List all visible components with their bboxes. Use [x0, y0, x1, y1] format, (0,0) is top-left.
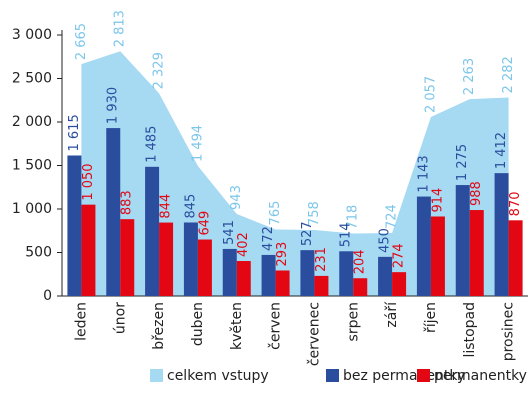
- value-label: 844: [159, 194, 174, 219]
- bar: [508, 220, 523, 296]
- value-label: 765: [268, 201, 283, 226]
- value-label: 649: [197, 211, 212, 236]
- value-label: 883: [120, 190, 135, 215]
- bar: [67, 155, 82, 296]
- value-label: 274: [392, 243, 407, 268]
- y-tick-label: 500: [25, 245, 52, 261]
- bar: [430, 216, 445, 296]
- legend-label: celkem vstupy: [167, 368, 269, 384]
- bar: [159, 222, 174, 296]
- y-tick-label: 1 000: [12, 201, 52, 217]
- value-label: 2 263: [462, 58, 477, 95]
- value-label: 1 930: [106, 87, 121, 124]
- value-label: 724: [385, 204, 400, 229]
- bar: [81, 204, 96, 296]
- legend-swatch: [417, 369, 430, 382]
- value-label: 527: [300, 221, 315, 246]
- x-tick-label: listopad: [462, 302, 478, 357]
- value-label: 204: [353, 249, 368, 274]
- y-tick-label: 1 500: [12, 158, 52, 174]
- value-label: 402: [236, 232, 251, 257]
- x-tick-label: srpen: [345, 302, 361, 341]
- bar: [416, 196, 431, 296]
- bar: [300, 250, 315, 296]
- x-tick-label: září: [384, 301, 400, 328]
- bar: [183, 222, 198, 296]
- x-tick-label: červenec: [306, 302, 322, 366]
- bar: [353, 278, 368, 296]
- bar: [236, 261, 251, 296]
- value-label: 2 057: [423, 76, 438, 113]
- value-label: 1 485: [145, 126, 160, 163]
- x-tick-label: červen: [268, 302, 284, 350]
- bar: [145, 166, 160, 296]
- value-label: 2 665: [74, 23, 89, 60]
- bar: [314, 275, 329, 296]
- x-tick-label: květen: [229, 302, 245, 350]
- value-label: 845: [183, 194, 198, 219]
- bar: [275, 270, 290, 296]
- bar: [494, 173, 509, 296]
- bar: [455, 185, 470, 296]
- bar: [106, 128, 121, 296]
- legend-label: bez permanentky: [343, 368, 465, 384]
- value-label: 231: [314, 247, 329, 272]
- value-label: 2 813: [113, 10, 128, 47]
- value-label: 1 494: [190, 125, 205, 162]
- x-tick-label: prosinec: [501, 302, 517, 361]
- value-label: 1 050: [81, 163, 96, 200]
- value-label: 514: [339, 222, 354, 247]
- x-tick-label: únor: [112, 302, 128, 334]
- value-label: 758: [307, 201, 322, 226]
- value-label: 1 615: [67, 114, 82, 151]
- value-label: 914: [430, 188, 445, 213]
- value-label: 2 282: [501, 56, 516, 93]
- y-tick-label: 3 000: [12, 27, 52, 43]
- value-label: 450: [378, 228, 393, 253]
- legend-swatch: [150, 369, 163, 382]
- x-tick-label: říjen: [423, 302, 439, 333]
- x-tick-label: duben: [190, 302, 206, 346]
- legend-label: permanentky: [434, 368, 527, 384]
- y-tick-label: 2 000: [12, 114, 52, 130]
- bar: [120, 219, 135, 296]
- value-label: 718: [346, 205, 361, 230]
- bar: [469, 210, 484, 296]
- value-label: 943: [229, 185, 244, 210]
- bar: [392, 272, 407, 296]
- bar: [261, 254, 276, 296]
- x-tick-label: leden: [73, 302, 89, 341]
- y-tick-label: 2 500: [12, 71, 52, 87]
- bar: [339, 251, 354, 296]
- value-label: 1 143: [416, 155, 431, 192]
- value-label: 870: [508, 191, 523, 216]
- y-tick-label: 0: [43, 288, 52, 304]
- value-label: 1 412: [494, 132, 509, 169]
- bar: [222, 248, 237, 296]
- value-label: 293: [275, 242, 290, 267]
- bar: [378, 256, 393, 296]
- value-label: 472: [261, 226, 276, 251]
- legend-swatch: [326, 369, 339, 382]
- bar: [197, 239, 212, 296]
- value-label: 988: [469, 181, 484, 206]
- value-label: 2 329: [152, 52, 167, 89]
- value-label: 541: [222, 220, 237, 245]
- value-label: 1 275: [455, 144, 470, 181]
- x-tick-label: březen: [151, 302, 167, 350]
